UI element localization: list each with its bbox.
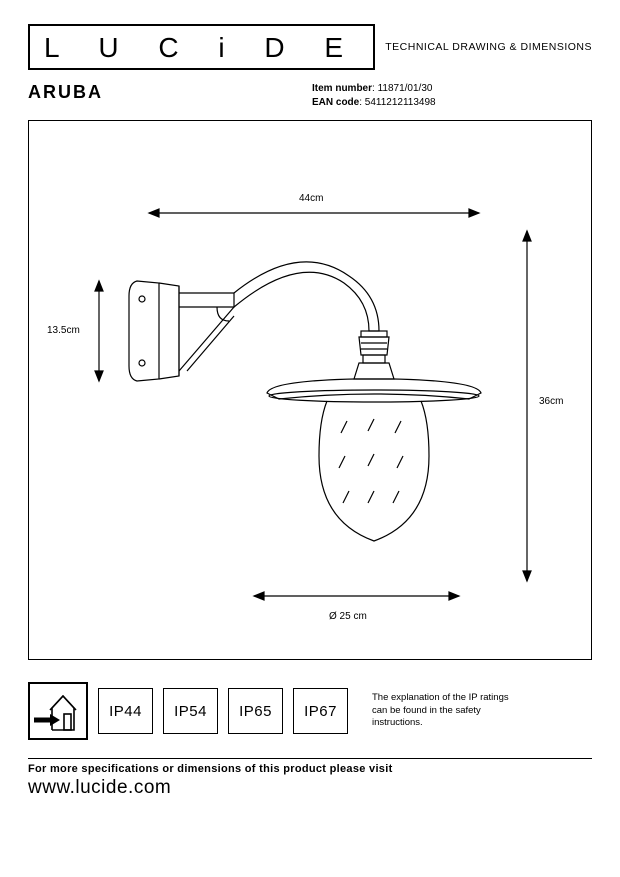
product-row: ARUBA Item number: 11871/01/30 EAN code:… [28, 82, 592, 110]
drawing-frame: 44cm 13.5cm 36cm Ø 25 cm [28, 120, 592, 660]
item-info: Item number: 11871/01/30 EAN code: 54112… [312, 82, 592, 110]
ip-row: IP44 IP54 IP65 IP67 The explanation of t… [28, 682, 592, 740]
ean-label: EAN code [312, 97, 359, 108]
item-number-value: 11871/01/30 [378, 83, 433, 94]
footer-url: www.lucide.com [28, 777, 592, 799]
footer-text: For more specifications or dimensions of… [28, 763, 592, 775]
ip-rating-box: IP54 [163, 688, 218, 734]
item-number-line: Item number: 11871/01/30 [312, 82, 592, 96]
header-row: L U C i D E TECHNICAL DRAWING & DIMENSIO… [28, 24, 592, 70]
logo: L U C i D E [28, 24, 375, 70]
ean-line: EAN code: 5411212113498 [312, 96, 592, 110]
ip-explanation-text: The explanation of the IP ratings can be… [372, 692, 522, 730]
ip-rating-box: IP65 [228, 688, 283, 734]
product-name: ARUBA [28, 82, 292, 103]
item-number-label: Item number [312, 83, 372, 94]
technical-title: TECHNICAL DRAWING & DIMENSIONS [385, 41, 592, 53]
ip-rating-box: IP44 [98, 688, 153, 734]
ip-rating-box: IP67 [293, 688, 348, 734]
lamp-drawing [29, 121, 589, 657]
ean-value: 5411212113498 [365, 97, 436, 108]
page: L U C i D E TECHNICAL DRAWING & DIMENSIO… [0, 0, 620, 877]
house-outdoor-icon [28, 682, 88, 740]
logo-text: L U C i D E [44, 32, 359, 63]
